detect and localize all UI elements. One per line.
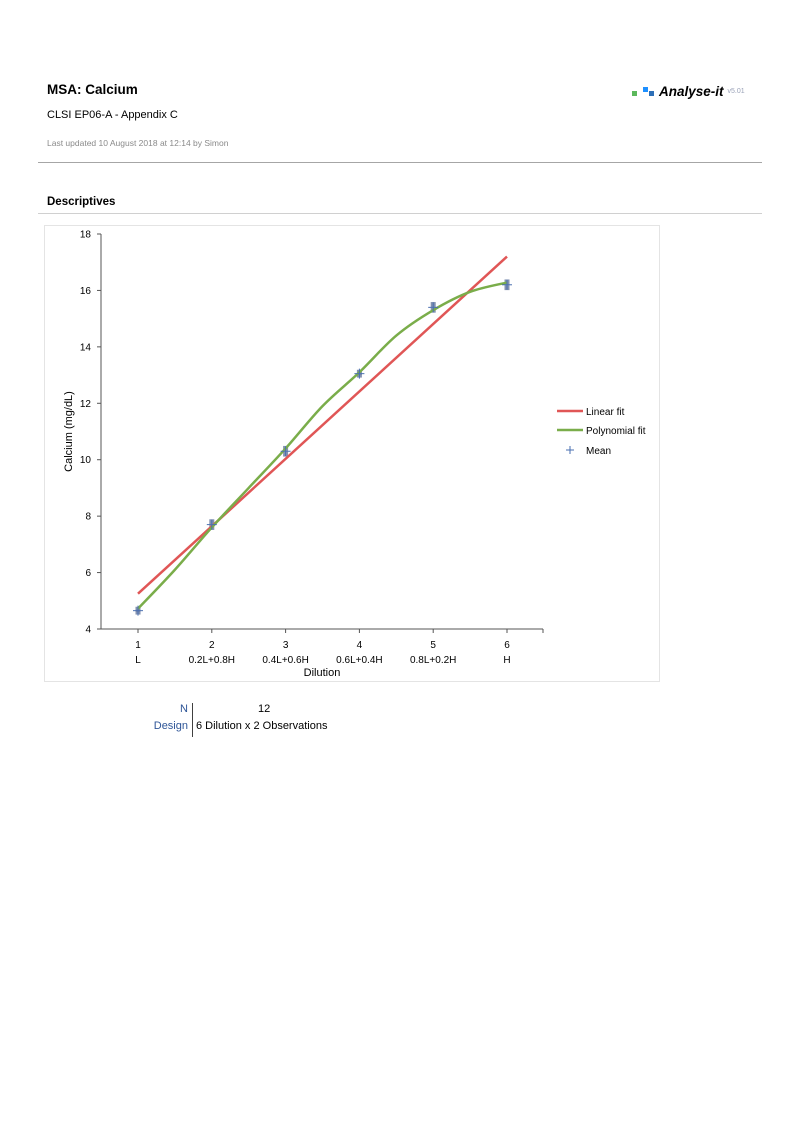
logo-text: Analyse-it [659,83,724,99]
y-tick-label: 16 [80,286,92,297]
x-tick-label: 4 [357,640,363,651]
x-tick-sublabel: 0.2L+0.8H [189,655,235,666]
header-divider [38,162,762,163]
stat-label-design: Design [153,720,188,732]
y-tick-label: 14 [80,342,92,353]
y-tick-label: 12 [80,399,92,410]
linear-fit-line [137,255,508,595]
x-tick-label: 1 [135,640,141,651]
stats-separator [192,703,193,737]
page-title: MSA: Calcium [47,82,138,97]
x-tick-label: 3 [283,640,289,651]
legend-linear-label: Linear fit [586,407,625,418]
logo-square-icon [632,90,637,96]
section-divider [38,213,762,214]
x-tick-sublabel: L [135,655,141,666]
polynomial-fit-curve [137,281,508,610]
y-tick-label: 18 [80,230,92,241]
y-tick-label: 6 [85,568,91,579]
legend-mean-label: Mean [586,446,611,457]
y-tick-label: 8 [85,512,91,523]
x-tick-label: 2 [209,640,215,651]
legend-poly-label: Polynomial fit [586,426,646,437]
analyse-it-logo: Analyse-it v5.01 [632,82,745,100]
stat-label-n: N [180,703,188,715]
x-axis-title: Dilution [304,667,341,679]
y-tick-label: 10 [80,455,92,466]
stat-value-n: 12 [258,703,271,715]
x-tick-sublabel: H [503,655,510,666]
y-axis-title: Calcium (mg/dL) [63,391,75,472]
x-tick-sublabel: 0.4L+0.6H [262,655,308,666]
page-subtitle: CLSI EP06-A - Appendix C [47,109,178,121]
x-tick-sublabel: 0.8L+0.2H [410,655,456,666]
logo-version: v5.01 [727,87,745,95]
chart-frame [44,225,660,682]
stat-value-design: 6 Dilution x 2 Observations [196,720,328,732]
x-tick-sublabel: 0.6L+0.4H [336,655,382,666]
last-updated: Last updated 10 August 2018 at 12:14 by … [47,138,229,148]
y-tick-label: 4 [85,625,91,636]
descriptives-chart: 4 6 8 10 12 14 16 18 1 L 2 0.2L+0.8H 3 0.4L+0.6H 4 0.6L… [63,230,646,680]
logo-square-icon [643,86,648,92]
logo-square-icon [649,90,654,96]
x-tick-label: 6 [504,640,510,651]
section-title: Descriptives [47,196,116,208]
x-tick-label: 5 [430,640,436,651]
